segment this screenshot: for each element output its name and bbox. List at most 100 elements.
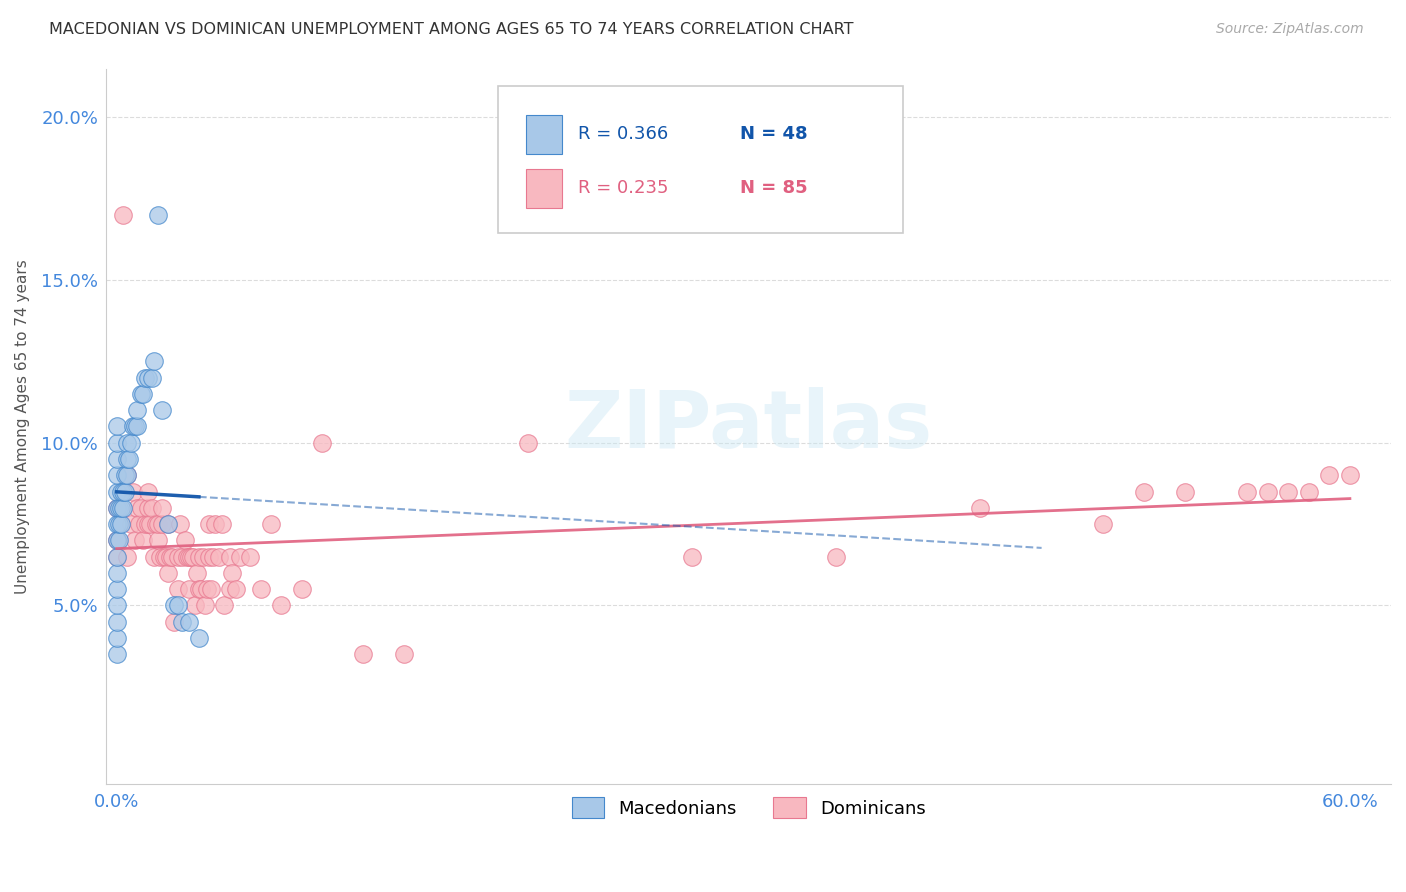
Point <box>181 549 204 564</box>
Point <box>184 599 207 613</box>
Point <box>150 403 173 417</box>
Text: Source: ZipAtlas.com: Source: ZipAtlas.com <box>1216 22 1364 37</box>
Point <box>120 435 142 450</box>
Point <box>163 599 186 613</box>
Text: R = 0.235: R = 0.235 <box>578 179 668 197</box>
Point <box>131 387 153 401</box>
Point <box>105 533 128 548</box>
Point <box>172 549 194 564</box>
Point <box>142 549 165 564</box>
FancyBboxPatch shape <box>526 115 562 154</box>
Point <box>167 549 190 564</box>
Point <box>111 208 134 222</box>
Point <box>157 566 180 580</box>
Point <box>177 549 200 564</box>
Point <box>105 452 128 467</box>
Point <box>180 549 202 564</box>
Point <box>260 517 283 532</box>
Point <box>1317 468 1340 483</box>
Point <box>1092 517 1115 532</box>
Point <box>221 566 243 580</box>
Point <box>146 533 169 548</box>
Point <box>218 582 240 597</box>
Point <box>141 370 163 384</box>
Point <box>105 615 128 629</box>
Point <box>134 370 156 384</box>
Point <box>122 484 145 499</box>
Point <box>195 582 218 597</box>
Point <box>1174 484 1197 499</box>
Point <box>110 517 132 532</box>
FancyBboxPatch shape <box>498 87 903 233</box>
Point <box>173 533 195 548</box>
Point <box>127 500 149 515</box>
Point <box>394 647 416 661</box>
Point <box>110 484 132 499</box>
Point <box>146 517 169 532</box>
Point <box>114 468 136 483</box>
Point <box>105 549 128 564</box>
Point <box>681 549 703 564</box>
Point <box>107 533 129 548</box>
Point <box>118 452 141 467</box>
Point <box>516 435 538 450</box>
Point <box>105 647 128 661</box>
Point <box>187 582 209 597</box>
Point <box>146 208 169 222</box>
Point <box>136 484 159 499</box>
Point <box>111 484 134 499</box>
Point <box>136 517 159 532</box>
Point <box>149 549 172 564</box>
Point <box>229 549 252 564</box>
Point <box>159 549 181 564</box>
Point <box>122 419 145 434</box>
Point <box>163 615 186 629</box>
Point <box>115 468 138 483</box>
Point <box>167 599 190 613</box>
Point <box>969 500 991 515</box>
Legend: Macedonians, Dominicans: Macedonians, Dominicans <box>564 790 934 825</box>
Point <box>115 435 138 450</box>
Point <box>291 582 314 597</box>
Point <box>155 549 177 564</box>
Point <box>177 615 200 629</box>
Point <box>115 549 138 564</box>
Point <box>198 549 221 564</box>
Point <box>132 533 155 548</box>
FancyBboxPatch shape <box>526 169 562 208</box>
Point <box>1298 484 1320 499</box>
Point <box>1339 468 1361 483</box>
Point <box>225 582 247 597</box>
Point <box>208 549 231 564</box>
Text: MACEDONIAN VS DOMINICAN UNEMPLOYMENT AMONG AGES 65 TO 74 YEARS CORRELATION CHART: MACEDONIAN VS DOMINICAN UNEMPLOYMENT AMO… <box>49 22 853 37</box>
Point <box>142 354 165 368</box>
Point <box>127 403 149 417</box>
Point <box>157 517 180 532</box>
Point <box>187 549 209 564</box>
Point <box>153 549 176 564</box>
Point <box>131 500 153 515</box>
Point <box>127 419 149 434</box>
Point <box>105 435 128 450</box>
Point <box>105 500 128 515</box>
Point <box>134 517 156 532</box>
Point <box>194 599 217 613</box>
Point <box>105 533 128 548</box>
Point <box>270 599 292 613</box>
Point <box>218 549 240 564</box>
Point <box>1133 484 1156 499</box>
Point <box>157 517 180 532</box>
Point <box>169 517 191 532</box>
Point <box>132 387 155 401</box>
Point <box>136 500 159 515</box>
Point <box>1257 484 1279 499</box>
Point <box>115 468 138 483</box>
Point <box>187 631 209 645</box>
Point <box>177 582 200 597</box>
Point <box>1236 484 1258 499</box>
Point <box>212 599 235 613</box>
Point <box>1277 484 1299 499</box>
Point <box>150 500 173 515</box>
Point <box>124 419 146 434</box>
Point <box>200 582 222 597</box>
